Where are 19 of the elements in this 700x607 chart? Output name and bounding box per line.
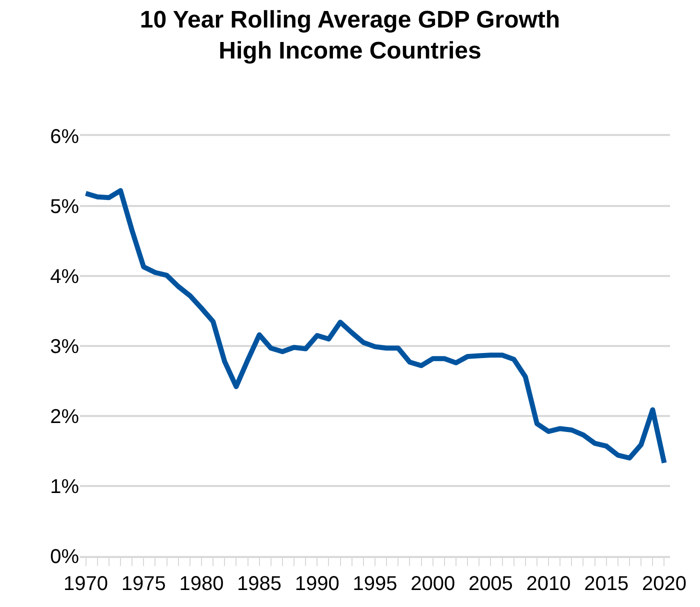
x-tick-label: 1985 [237,573,282,595]
y-tick-label: 1% [50,476,80,498]
x-tick-label: 2010 [526,573,571,595]
y-tick-label: 4% [50,266,80,288]
x-tick-label: 1975 [121,573,166,595]
x-tick-label: 1990 [294,573,340,595]
x-tick-label: 2015 [584,573,629,595]
x-tick-label: 2005 [468,573,513,595]
chart-title: 10 Year Rolling Average GDP Growth High Income Countries [140,6,560,65]
x-tick-label: 1995 [352,573,398,595]
y-tick-label: 3% [50,336,80,358]
y-tick-label: 5% [50,196,80,218]
x-tick-label: 1970 [64,573,108,595]
x-tick-label: 2000 [410,573,456,595]
y-tick-label: 2% [50,406,80,428]
y-tick-label: 0% [50,546,80,568]
x-tick-label: 1980 [179,573,224,595]
y-tick-label: 6% [50,126,80,148]
x-tick-label: 2020 [642,573,686,595]
